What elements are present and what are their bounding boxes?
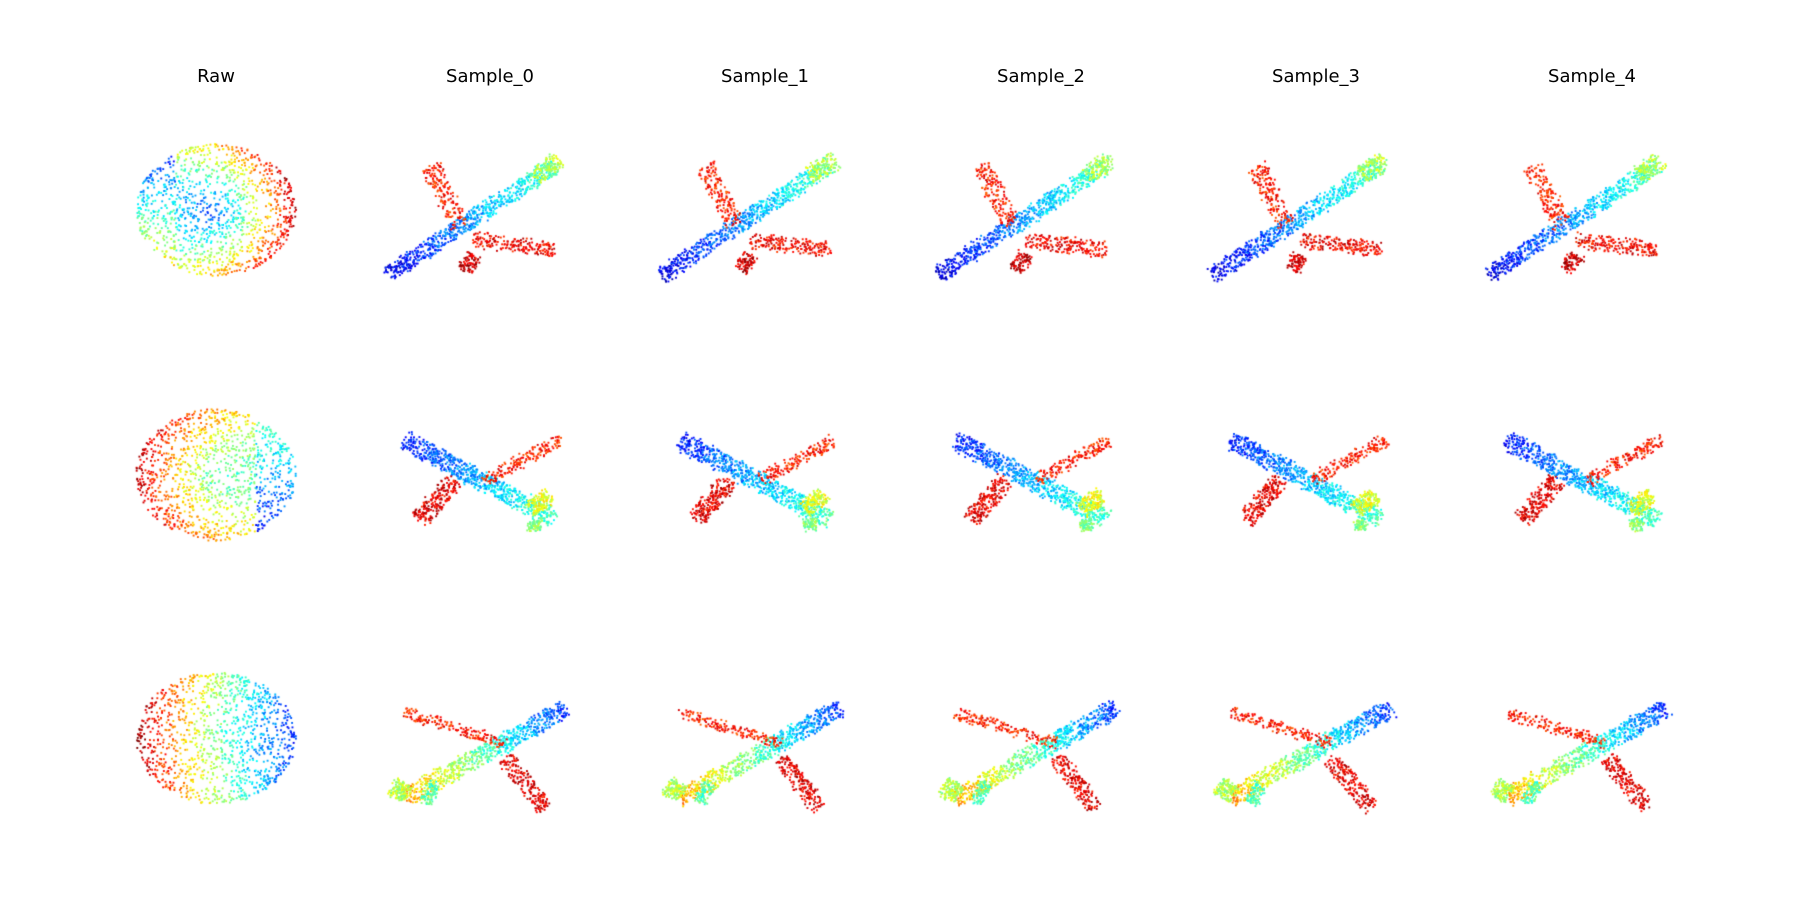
sample-0-point-cloud-row-1 xyxy=(365,370,615,580)
sample-2-point-cloud-row-0 xyxy=(916,105,1166,315)
sample-2-point-cloud-row-2 xyxy=(916,633,1166,843)
sample-0-point-cloud-row-2 xyxy=(365,633,615,843)
sample-1-point-cloud-row-2 xyxy=(640,633,890,843)
column-title-raw: Raw xyxy=(197,66,235,87)
sample-1-point-cloud-row-1 xyxy=(640,370,890,580)
sample-4-point-cloud-row-2 xyxy=(1467,633,1717,843)
sample-1-point-cloud-row-0 xyxy=(640,105,890,315)
column-title-sample-2: Sample_2 xyxy=(997,66,1085,87)
column-title-sample-3: Sample_3 xyxy=(1272,66,1360,87)
sample-0-point-cloud-row-0 xyxy=(365,105,615,315)
raw-point-cloud-row-0 xyxy=(91,105,341,315)
sample-3-point-cloud-row-1 xyxy=(1191,370,1441,580)
sample-3-point-cloud-row-0 xyxy=(1191,105,1441,315)
raw-point-cloud-row-2 xyxy=(91,633,341,843)
column-title-sample-1: Sample_1 xyxy=(721,66,809,87)
column-title-sample-4: Sample_4 xyxy=(1548,66,1636,87)
sample-3-point-cloud-row-2 xyxy=(1191,633,1441,843)
sample-2-point-cloud-row-1 xyxy=(916,370,1166,580)
sample-4-point-cloud-row-1 xyxy=(1467,370,1717,580)
sample-4-point-cloud-row-0 xyxy=(1467,105,1717,315)
column-title-sample-0: Sample_0 xyxy=(446,66,534,87)
raw-point-cloud-row-1 xyxy=(91,370,341,580)
